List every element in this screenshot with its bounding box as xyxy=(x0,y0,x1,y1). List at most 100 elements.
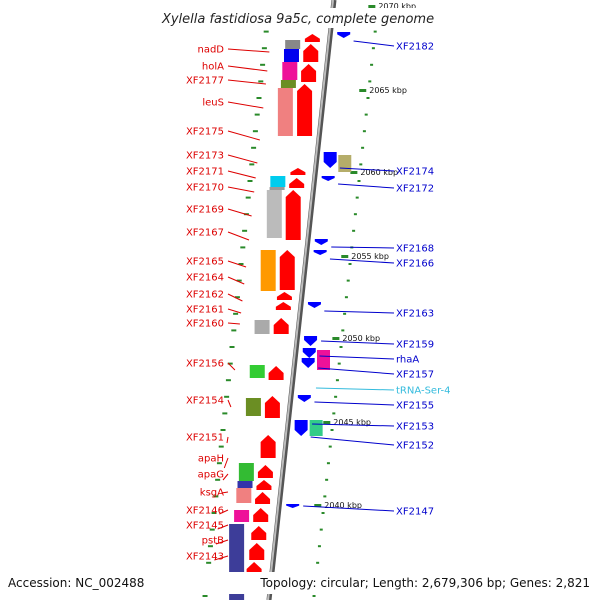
forward-genes xyxy=(246,34,320,590)
gene-label: XF2167 xyxy=(186,228,224,239)
outer-tick-mark xyxy=(334,395,338,398)
label-leader-line xyxy=(339,167,395,172)
kbp-tick xyxy=(323,421,331,424)
forward-gene-arrow xyxy=(253,508,269,522)
reverse-gene-arrow xyxy=(286,504,300,508)
gene-label: leuS xyxy=(202,98,224,109)
forward-gene-arrow xyxy=(264,396,280,418)
label-leader-line xyxy=(215,539,229,545)
inner-tick-mark xyxy=(215,478,221,481)
label-leader-line xyxy=(227,186,255,193)
inner-tick-mark xyxy=(211,512,217,514)
kbp-label: 2040 kbp xyxy=(324,501,362,510)
inner-tick-mark xyxy=(209,528,215,531)
label-leader-line xyxy=(353,40,395,47)
gene-label: XF2173 xyxy=(186,151,224,162)
outer-tick-mark xyxy=(316,561,320,564)
reverse-gene-arrow xyxy=(321,176,335,181)
kbp-tick xyxy=(341,255,349,258)
gene-label: XF2163 xyxy=(396,309,434,320)
gene-label: XF2162 xyxy=(186,290,224,301)
feature-block xyxy=(266,190,282,238)
forward-gene-arrow xyxy=(289,178,305,188)
label-leader-line xyxy=(227,322,240,325)
inner-tick-mark xyxy=(245,196,251,199)
forward-gene-arrow xyxy=(255,492,271,504)
outer-tick-mark xyxy=(353,213,357,216)
feature-block xyxy=(254,320,270,334)
label-leader-line xyxy=(227,101,264,109)
outer-tick-mark xyxy=(312,595,316,597)
feature-block xyxy=(277,88,293,136)
outer-tick-mark xyxy=(326,462,330,465)
outer-tick-mark xyxy=(370,63,374,66)
forward-gene-arrow xyxy=(275,302,291,310)
outer-tick-mark xyxy=(373,30,377,33)
outer-tick-mark xyxy=(346,279,350,282)
gene-label: XF2164 xyxy=(186,273,224,284)
forward-gene-arrow xyxy=(249,543,265,560)
inner-tick-mark xyxy=(207,545,213,548)
reverse-gene-arrow xyxy=(304,336,318,346)
outer-tick-mark xyxy=(355,196,359,199)
outer-feature-block xyxy=(338,155,352,172)
inner-tick-mark xyxy=(256,97,262,99)
inner-tick-mark xyxy=(258,80,264,83)
outer-feature-block xyxy=(309,420,323,436)
inner-tick-mark xyxy=(227,362,233,365)
inner-tick-mark xyxy=(249,163,255,166)
feature-block xyxy=(270,176,286,187)
inner-tick-mark xyxy=(247,180,253,182)
gene-label: XF2182 xyxy=(396,42,434,53)
kbp-tick xyxy=(350,171,358,174)
gene-label: nadD xyxy=(197,45,224,56)
gene-label: XF2170 xyxy=(186,183,224,194)
outer-tick-mark xyxy=(328,445,332,448)
label-leader-line xyxy=(314,401,395,406)
label-leader-line xyxy=(303,505,395,512)
label-leader-line xyxy=(219,509,229,515)
inner-tick-mark xyxy=(254,113,260,116)
forward-gene-arrow xyxy=(290,168,306,175)
forward-gene-arrow xyxy=(256,480,272,490)
outer-features xyxy=(309,155,352,436)
label-leader-line xyxy=(227,276,245,285)
feature-block xyxy=(237,481,253,488)
inner-tick-mark xyxy=(218,445,224,448)
inner-tick-mark xyxy=(238,263,244,265)
forward-gene-arrow xyxy=(279,250,295,290)
label-leader-line xyxy=(227,130,260,141)
forward-gene-arrow xyxy=(251,526,267,540)
label-leader-line xyxy=(221,491,229,494)
inner-tick-mark xyxy=(236,279,242,282)
inner-tick-mark xyxy=(252,130,258,133)
forward-gene-arrow xyxy=(297,84,313,136)
outer-tick-mark xyxy=(323,495,327,498)
reverse-gene-arrow xyxy=(297,395,311,402)
gene-label: XF2172 xyxy=(396,184,434,195)
label-leader-line xyxy=(321,340,395,345)
label-leader-line xyxy=(329,258,395,264)
label-leader-line xyxy=(227,260,247,268)
label-leader-line xyxy=(227,231,250,241)
gene-label: XF2153 xyxy=(396,422,434,433)
feature-block xyxy=(269,187,285,190)
gene-label: XF2168 xyxy=(396,244,434,255)
title-background xyxy=(150,8,450,28)
feature-block xyxy=(245,398,261,416)
outer-tick-mark xyxy=(325,478,329,481)
gene-label: XF2171 xyxy=(186,167,224,178)
label-leader-line xyxy=(227,79,266,85)
gene-label: XF2159 xyxy=(396,340,434,351)
inner-tick-mark xyxy=(229,346,235,348)
outer-tick-mark xyxy=(366,97,370,99)
label-leader-line xyxy=(227,362,236,371)
outer-tick-mark xyxy=(321,512,325,514)
gene-label: XF2177 xyxy=(186,76,224,87)
inner-tick-mark xyxy=(222,412,228,415)
feature-block xyxy=(282,62,298,80)
kbp-tick xyxy=(368,5,376,8)
inner-tick-mark xyxy=(234,296,240,299)
accession-text: Accession: NC_002488 xyxy=(8,576,144,590)
